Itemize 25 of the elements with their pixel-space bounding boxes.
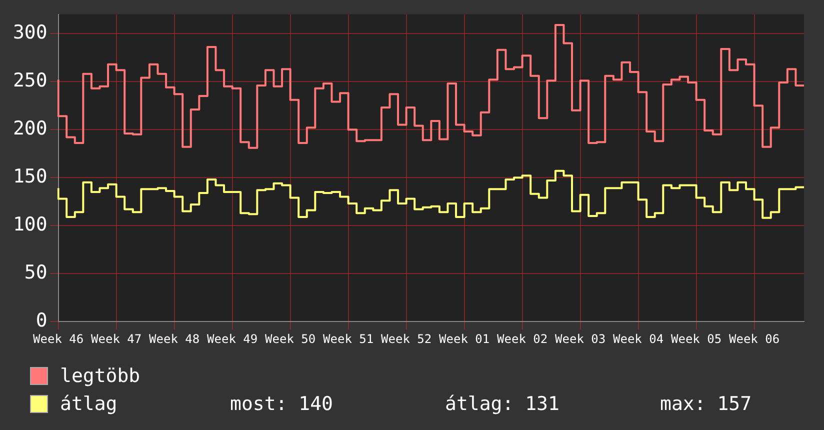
x-tick-label: Week 04 (613, 332, 664, 346)
legend-label: átlag (60, 393, 118, 415)
x-tick-label: Week 48 (149, 332, 200, 346)
x-tick-label: Week 05 (671, 332, 722, 346)
text: most: 140 (230, 393, 334, 415)
legend-label: legtöbb (60, 365, 142, 387)
text: átlag: 131 (445, 393, 560, 415)
x-tick-label: Week 03 (555, 332, 606, 346)
x-tick-label: Week 02 (497, 332, 548, 346)
x-tick-label: Week 01 (439, 332, 490, 346)
x-tick-label: Week 46 (33, 332, 84, 346)
y-tick-label: 0 (36, 310, 48, 332)
x-tick-label: Week 52 (381, 332, 432, 346)
x-tick-label: Week 47 (91, 332, 142, 346)
y-tick-label: 50 (24, 262, 48, 284)
x-tick-label: Week 06 (729, 332, 780, 346)
x-tick-label: Week 51 (323, 332, 374, 346)
y-tick-label: 250 (12, 70, 48, 92)
y-tick-label: 150 (12, 166, 48, 188)
x-tick-label: Week 50 (265, 332, 316, 346)
y-tick-label: 200 (12, 118, 48, 140)
y-tick-label: 300 (12, 22, 48, 44)
x-tick-label: Week 49 (207, 332, 258, 346)
text: max: 157 (660, 393, 753, 415)
y-tick-label: 100 (12, 214, 48, 236)
